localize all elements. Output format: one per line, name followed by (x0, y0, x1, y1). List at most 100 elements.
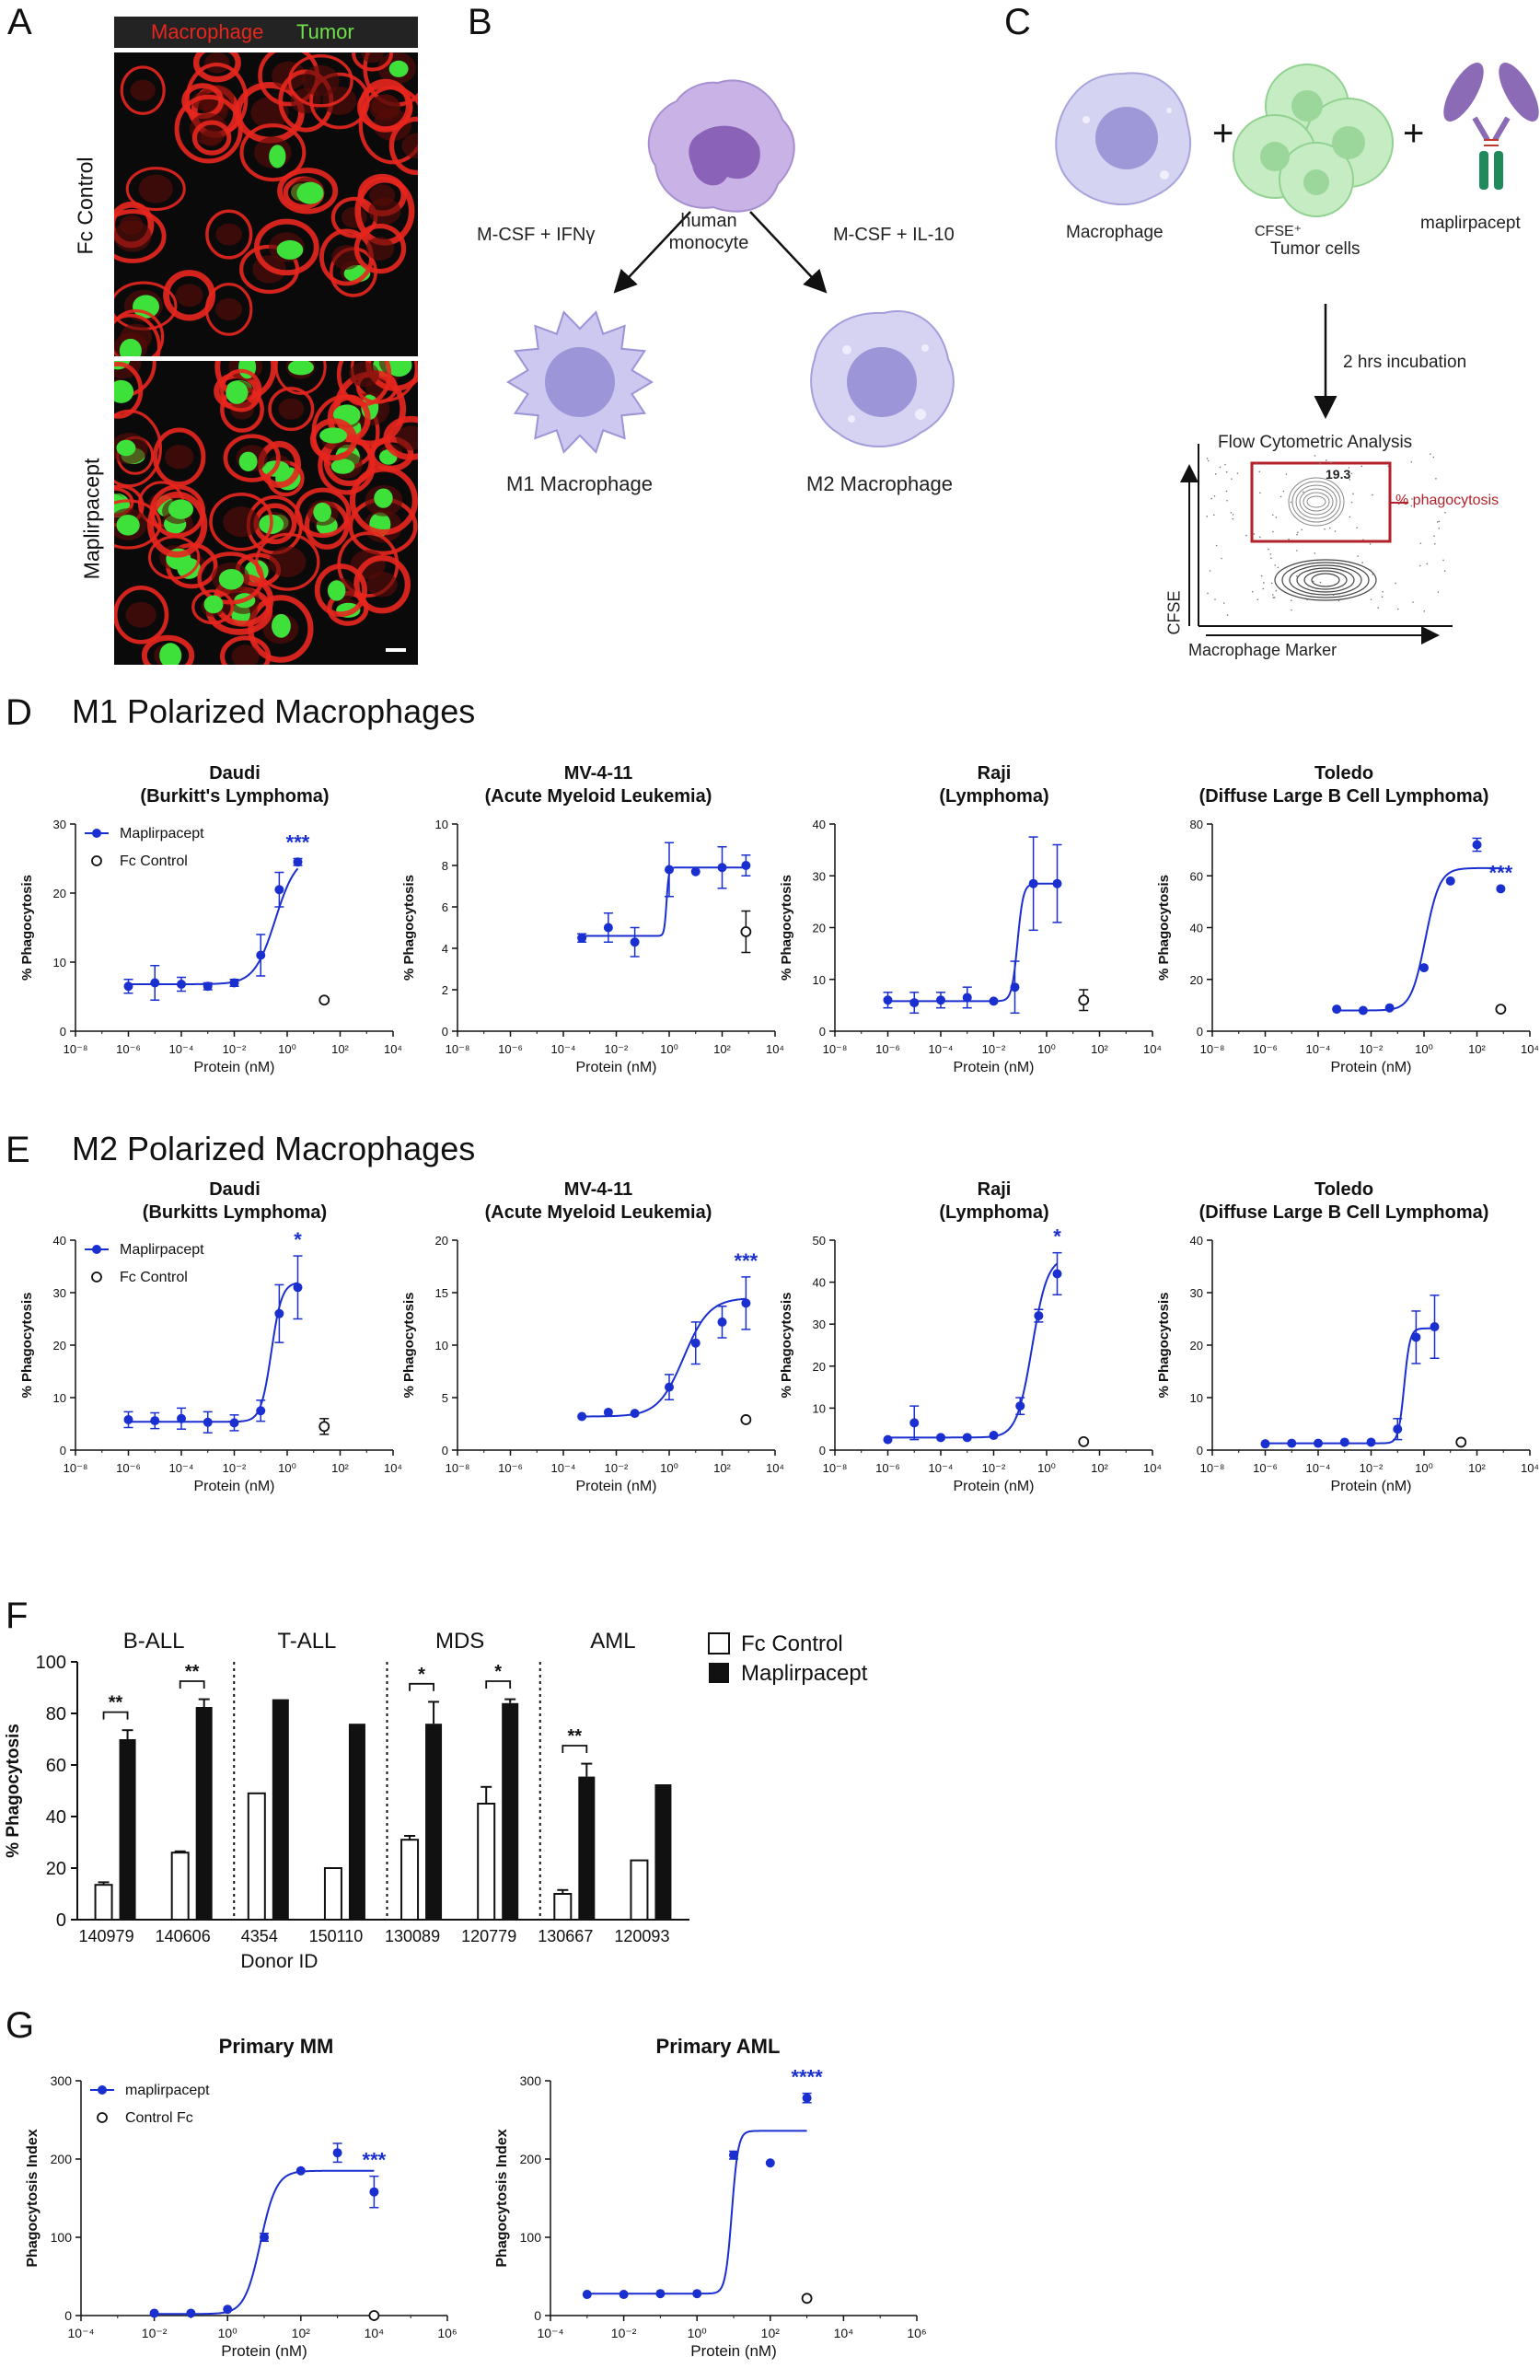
data-point (1339, 1437, 1349, 1447)
y-tick-label: 40 (53, 1234, 66, 1248)
data-point (1496, 884, 1506, 894)
data-point (936, 995, 945, 1005)
micrograph-fc-control (114, 52, 418, 356)
data-point (577, 933, 587, 943)
data-point (717, 863, 727, 873)
x-tick-label: 10⁰ (688, 2326, 708, 2340)
data-point (1472, 840, 1482, 850)
row-d-title: M1 Polarized Macrophages (72, 692, 476, 730)
category-label: 140979 (79, 1927, 134, 1945)
bar-maplirpacept (272, 1699, 289, 1920)
significance-bracket (485, 1680, 512, 1689)
x-tick-label: 10⁻² (605, 1042, 629, 1056)
x-tick-label: 10⁻⁸ (823, 1461, 848, 1475)
x-axis-label: Protein (nM) (221, 2342, 307, 2360)
x-axis-label: Protein (nM) (575, 1060, 656, 1075)
data-point (1052, 1269, 1062, 1279)
data-point (655, 2289, 666, 2299)
data-point (909, 998, 920, 1008)
y-tick-label: 30 (53, 1286, 66, 1300)
significance-bracket (562, 1745, 588, 1753)
y-tick-label: 10 (435, 1339, 448, 1353)
x-tick-label: 10⁻⁴ (551, 1461, 576, 1475)
data-point (765, 2158, 775, 2168)
data-point (1314, 1438, 1323, 1448)
y-tick-label: 100 (51, 2230, 73, 2245)
data-point (630, 1409, 640, 1419)
x-tick-label: 10² (713, 1042, 731, 1056)
data-point (1430, 1322, 1440, 1332)
y-tick-label: 20 (813, 1360, 826, 1374)
significance-mark: **** (791, 2066, 823, 2089)
data-point (123, 981, 133, 992)
x-tick-label: 10⁻⁸ (1200, 1042, 1225, 1056)
chart-title-g2: Primary AML (655, 2035, 781, 2058)
data-point (1010, 982, 1020, 993)
control-point (740, 926, 752, 937)
x-tick-label: 10⁴ (1143, 1461, 1162, 1475)
bar-maplirpacept (195, 1707, 213, 1920)
chart-title-e3: Raji (Lymphoma) (939, 1179, 1049, 1223)
x-axis-label: Protein (nM) (953, 1479, 1034, 1494)
fit-curve (1265, 1327, 1435, 1445)
y-tick-label: 40 (813, 1276, 826, 1290)
label-maplirpacept: Maplirpacept (79, 458, 104, 580)
x-tick-label: 10⁻⁶ (875, 1461, 900, 1475)
data-point (177, 980, 186, 989)
data-point (293, 857, 303, 867)
legend-tumor: Tumor (296, 20, 354, 43)
y-tick-label: 10 (53, 1391, 66, 1405)
macrophage-icon (1055, 72, 1192, 205)
x-tick-label: 10⁰ (278, 1042, 296, 1056)
control-point (368, 2310, 380, 2321)
x-tick-label: 10⁻² (1360, 1461, 1384, 1475)
fit-curve (586, 2130, 807, 2295)
data-point (295, 2165, 306, 2176)
y-tick-label: 100 (36, 1653, 66, 1673)
x-tick-label: 10⁻⁶ (498, 1461, 523, 1475)
data-point (150, 1416, 160, 1426)
x-tick-label: 10⁻⁸ (64, 1042, 88, 1056)
flow-y-axis-label: CFSE (1164, 590, 1184, 635)
x-tick-label: 10² (1468, 1042, 1486, 1056)
data-point (1411, 1332, 1421, 1342)
bar-fc-control (477, 1803, 496, 1921)
y-tick-label: 10 (1190, 1391, 1203, 1405)
panel-letter-d: D (6, 692, 32, 733)
data-point (692, 2289, 702, 2299)
y-tick-label: 20 (1190, 973, 1203, 987)
data-point (1445, 876, 1455, 886)
legend-marker (91, 855, 102, 866)
legend-marker (97, 2112, 108, 2123)
y-tick-label: 0 (60, 1444, 66, 1457)
data-point (582, 2290, 592, 2300)
category-label: 130089 (385, 1927, 440, 1945)
y-tick-label: 20 (46, 1859, 66, 1879)
y-tick-label: 5 (442, 1391, 448, 1405)
legend-label: maplirpacept (125, 2083, 210, 2098)
data-point (909, 1418, 920, 1428)
x-axis-label: Protein (nM) (953, 1060, 1034, 1075)
x-tick-label: 10⁻⁴ (169, 1461, 194, 1475)
chart-title-e4: Toledo (Diffuse Large B Cell Lymphoma) (1198, 1179, 1489, 1223)
flow-x-axis-label: Macrophage Marker (1188, 641, 1337, 659)
label-fc-control: Fc Control (73, 157, 98, 255)
x-tick-label: 10⁶ (907, 2326, 926, 2340)
significance-mark: *** (363, 2149, 387, 2172)
data-point (203, 981, 213, 992)
data-point (149, 2308, 159, 2318)
x-tick-label: 10² (713, 1461, 731, 1475)
x-tick-label: 10⁻⁸ (823, 1042, 848, 1056)
label-m-csf-il10: M-CSF + IL-10 (833, 225, 955, 245)
chart-e4-toledo: 10⁻⁸ 10⁻⁶ 10⁻⁴ 10⁻² 10⁰ 10² 10⁴ 0 10 20 30 40 Protei… (1156, 1234, 1539, 1494)
y-tick-label: 4 (442, 942, 448, 956)
y-axis-label: % Phagocytosis (1156, 1292, 1172, 1398)
bar-maplirpacept (502, 1702, 519, 1920)
control-point (1078, 994, 1090, 1006)
x-tick-label: 10⁰ (218, 2326, 238, 2340)
y-axis-label: Phagocytosis Index (25, 2129, 41, 2267)
data-point (962, 1433, 972, 1443)
control-point (1078, 1435, 1090, 1447)
y-tick-label: 40 (813, 818, 826, 831)
data-point (729, 2150, 738, 2160)
